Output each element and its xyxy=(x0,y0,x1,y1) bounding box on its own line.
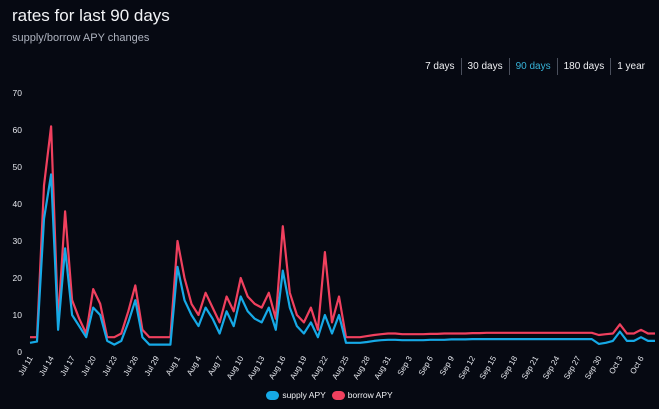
x-tick-label: Jul 23 xyxy=(101,354,120,377)
range-90-days-button[interactable]: 90 days xyxy=(515,61,551,72)
legend-swatch-borrow xyxy=(331,390,345,400)
x-tick-label: Oct 6 xyxy=(628,354,646,376)
x-tick-label: Sep 9 xyxy=(438,354,457,377)
x-tick-label: Aug 19 xyxy=(288,354,309,381)
x-tick-label: Aug 4 xyxy=(185,354,204,377)
x-tick-label: Sep 3 xyxy=(396,354,415,377)
x-tick-label: Oct 3 xyxy=(607,354,625,376)
x-tick-label: Sep 30 xyxy=(583,354,604,381)
x-tick-label: Jul 29 xyxy=(143,354,162,377)
x-tick-label: Jul 11 xyxy=(17,354,35,377)
x-tick-label: Aug 31 xyxy=(372,354,393,381)
series-line-borrow-apy[interactable] xyxy=(30,125,655,339)
x-tick-label: Aug 16 xyxy=(267,354,288,381)
range-30-days-button[interactable]: 30 days xyxy=(467,61,503,72)
range-1-year-button[interactable]: 1 year xyxy=(617,61,645,72)
x-tick-label: Sep 21 xyxy=(520,354,541,381)
range-180-days-button[interactable]: 180 days xyxy=(563,61,605,72)
range-separator xyxy=(556,58,558,75)
chart-title: rates for last 90 days xyxy=(12,6,170,25)
x-tick-label: Aug 1 xyxy=(164,354,183,377)
x-tick-label: Aug 7 xyxy=(206,354,225,377)
y-tick-label: 40 xyxy=(13,199,23,209)
range-separator xyxy=(460,58,462,75)
legend-item-borrow[interactable]: borrow APY xyxy=(331,390,393,400)
x-tick-label: Aug 25 xyxy=(330,354,351,381)
x-tick-label: Jul 20 xyxy=(79,354,98,377)
x-tick-label: Aug 13 xyxy=(246,354,267,381)
y-tick-label: 50 xyxy=(13,162,23,172)
series-line-supply-apy[interactable] xyxy=(29,173,655,346)
x-tick-label: Sep 27 xyxy=(562,354,583,381)
legend-label-borrow: borrow APY xyxy=(347,390,393,400)
x-tick-label: Sep 6 xyxy=(417,354,436,377)
chart-subtitle: supply/borrow APY changes xyxy=(12,32,150,44)
x-tick-label: Aug 28 xyxy=(351,354,372,381)
y-tick-label: 30 xyxy=(13,236,23,246)
x-tick-label: Sep 18 xyxy=(499,354,520,381)
y-tick-label: 60 xyxy=(13,125,23,135)
y-tick-label: 0 xyxy=(17,347,22,357)
x-tick-label: Aug 22 xyxy=(309,354,330,381)
range-7-days-button[interactable]: 7 days xyxy=(425,61,455,72)
x-tick-label: Sep 15 xyxy=(478,354,499,381)
range-selector: 7 days 30 days 90 days 180 days 1 year xyxy=(419,58,651,75)
x-tick-label: Aug 10 xyxy=(225,354,246,381)
range-separator xyxy=(610,58,612,75)
legend-item-supply[interactable]: supply APY xyxy=(266,390,326,400)
x-tick-label: Jul 17 xyxy=(58,354,77,377)
legend-label-supply: supply APY xyxy=(282,390,326,400)
y-tick-label: 10 xyxy=(13,310,23,320)
y-tick-label: 70 xyxy=(13,88,23,98)
x-tick-label: Sep 12 xyxy=(457,354,478,381)
y-tick-label: 20 xyxy=(13,273,23,283)
x-tick-label: Jul 14 xyxy=(37,354,56,377)
range-separator xyxy=(508,58,510,75)
x-tick-label: Sep 24 xyxy=(541,354,562,381)
chart-legend: supply APY borrow APY xyxy=(0,390,659,400)
x-tick-label: Jul 26 xyxy=(122,354,141,377)
legend-swatch-supply xyxy=(266,390,280,400)
